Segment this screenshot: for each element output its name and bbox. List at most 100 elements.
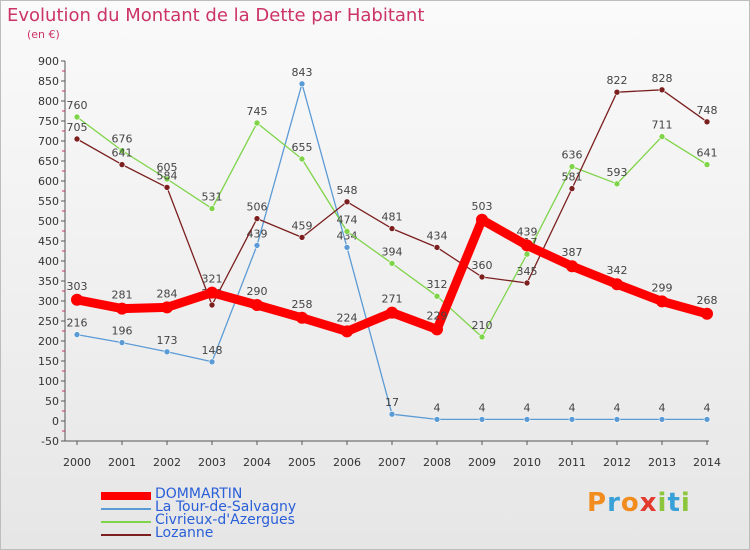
data-point [431,323,443,336]
x-tick-label: 2004 [243,456,271,469]
data-label: 210 [472,319,493,332]
legend-swatch [101,521,151,523]
x-tick-label: 2009 [468,456,496,469]
data-point [388,410,396,418]
data-label: 173 [157,334,178,347]
data-point [208,301,216,309]
data-point [118,339,126,346]
data-point [476,213,488,226]
data-label: 584 [157,169,178,182]
data-point [343,244,351,251]
legend-swatch [101,492,151,500]
data-point [656,295,668,308]
data-label: 4 [704,401,711,414]
chart-subtitle: (en €) [27,28,60,41]
x-tick-label: 2000 [63,456,91,469]
data-label: 4 [659,401,666,414]
data-label: 548 [337,184,358,197]
data-label: 705 [67,121,88,134]
data-label: 711 [652,119,673,132]
data-point [523,250,531,258]
data-label: 271 [382,293,403,306]
data-label: 636 [562,149,583,162]
data-label: 394 [382,245,403,258]
data-label: 459 [292,219,313,232]
y-tick-label: 300 [38,295,59,308]
data-label: 745 [247,105,268,118]
x-tick-label: 2010 [513,456,541,469]
y-tick-label: 750 [38,115,59,128]
data-label: 434 [427,229,448,242]
data-label: 345 [517,265,538,278]
y-tick-label: -50 [41,435,59,448]
y-tick-label: 700 [38,135,59,148]
data-point [208,205,216,212]
data-label: 284 [157,287,178,300]
data-point [343,228,351,235]
x-tick-label: 2002 [153,456,181,469]
data-label: 299 [652,281,673,294]
data-label: 655 [292,141,313,154]
y-tick-label: 900 [38,55,59,68]
data-label: 17 [385,396,399,409]
legend-label: DOMMARTIN [155,486,243,502]
data-point [116,302,128,315]
y-tick-label: 350 [38,275,59,288]
data-label: 224 [337,311,358,324]
data-label: 4 [479,401,486,414]
data-point [703,161,711,168]
data-label: 676 [112,133,133,146]
data-point [163,175,171,183]
data-point [71,293,83,306]
data-label: 605 [157,161,178,174]
data-point [658,86,666,94]
data-label: 641 [697,147,718,160]
data-point [118,161,126,168]
data-point [701,307,713,320]
data-label: 593 [607,166,628,179]
data-label: 281 [112,289,133,302]
data-point [298,155,306,163]
data-label: 196 [112,325,133,338]
x-tick-label: 2006 [333,456,361,469]
data-label: 387 [562,246,583,259]
chart-title: Evolution du Montant de la Dette par Hab… [7,5,425,26]
legend-swatch [101,534,151,536]
data-label: 641 [112,147,133,160]
legend-label: Civrieux-d'Azergues [155,512,295,528]
y-tick-label: 550 [38,195,59,208]
data-label: 439 [517,225,538,238]
data-label: 4 [524,401,531,414]
y-tick-label: 450 [38,235,59,248]
data-label: 434 [337,229,358,242]
data-point [253,119,261,127]
data-point [163,348,171,356]
legend-swatch [101,508,151,510]
data-label: 216 [67,317,88,330]
data-point [703,416,711,423]
data-label: 321 [202,273,223,286]
legend-label: Lozanne [155,525,214,541]
data-point [388,260,396,267]
data-label: 303 [67,280,88,293]
x-tick-label: 2014 [693,456,721,469]
data-point [703,118,711,126]
data-point [611,278,623,291]
data-point [341,325,353,338]
x-tick-label: 2001 [108,456,136,469]
y-tick-label: 200 [38,335,59,348]
data-label: 828 [652,72,673,85]
data-label: 581 [562,171,583,184]
data-point [613,180,621,188]
data-point [296,311,308,324]
data-point [568,163,576,170]
y-tick-label: 0 [52,415,59,428]
data-point [433,292,441,300]
y-tick-label: 150 [38,355,59,368]
x-tick-label: 2008 [423,456,451,469]
x-tick-label: 2003 [198,456,226,469]
data-point [658,416,666,423]
data-label: 258 [292,298,313,311]
data-label: 748 [697,104,718,117]
